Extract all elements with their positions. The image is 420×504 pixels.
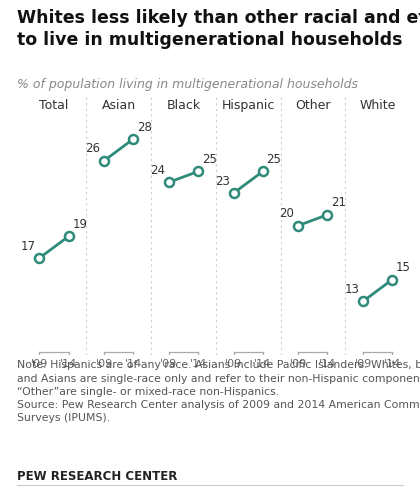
Text: % of population living in multigenerational households: % of population living in multigeneratio… xyxy=(17,78,358,91)
Text: 19: 19 xyxy=(73,218,87,231)
Text: '14: '14 xyxy=(60,359,77,369)
Text: '14: '14 xyxy=(125,359,142,369)
Text: '09: '09 xyxy=(354,359,372,369)
Text: 20: 20 xyxy=(280,207,294,220)
Text: 23: 23 xyxy=(215,175,230,187)
Text: '09: '09 xyxy=(290,359,307,369)
Text: Whites less likely than other racial and ethnic groups
to live in multigeneratio: Whites less likely than other racial and… xyxy=(17,9,420,48)
Text: 15: 15 xyxy=(396,261,411,274)
Text: 13: 13 xyxy=(344,283,359,296)
Text: White: White xyxy=(360,99,396,112)
Text: '09: '09 xyxy=(95,359,113,369)
Text: '14: '14 xyxy=(254,359,271,369)
Text: 28: 28 xyxy=(137,120,152,134)
Text: 25: 25 xyxy=(267,153,281,166)
Text: '09: '09 xyxy=(160,359,178,369)
Text: Note: Hispanics are of any race. Asians include Pacific Islanders. Whites, black: Note: Hispanics are of any race. Asians … xyxy=(17,360,420,423)
Text: '14: '14 xyxy=(383,359,401,369)
Text: '14: '14 xyxy=(189,359,207,369)
Text: PEW RESEARCH CENTER: PEW RESEARCH CENTER xyxy=(17,470,177,483)
Text: Black: Black xyxy=(166,99,200,112)
Text: '14: '14 xyxy=(319,359,336,369)
Text: '09: '09 xyxy=(225,359,242,369)
Text: 17: 17 xyxy=(21,239,36,253)
Text: Other: Other xyxy=(295,99,331,112)
Text: Total: Total xyxy=(39,99,69,112)
Text: 25: 25 xyxy=(202,153,217,166)
Text: Hispanic: Hispanic xyxy=(221,99,275,112)
Text: 21: 21 xyxy=(331,197,346,209)
Text: '09: '09 xyxy=(31,359,48,369)
Text: 24: 24 xyxy=(150,164,165,177)
Text: Asian: Asian xyxy=(102,99,136,112)
Text: 26: 26 xyxy=(85,142,100,155)
